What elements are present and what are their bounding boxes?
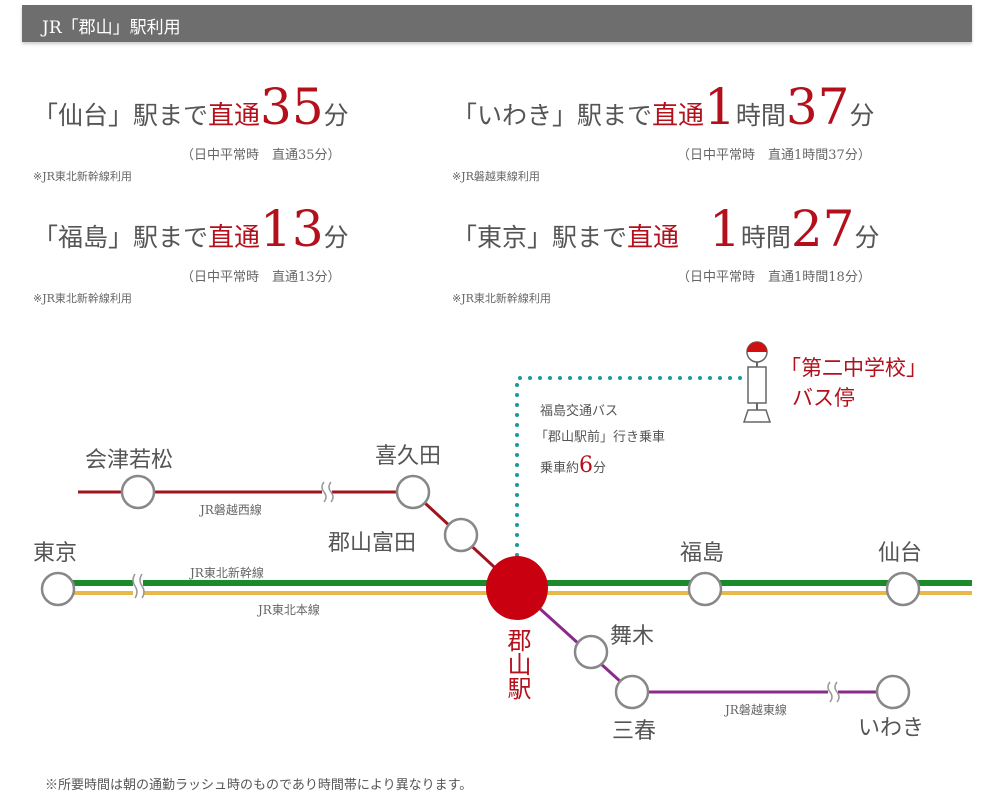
label-banetsu-west: JR磐越西線 bbox=[198, 502, 262, 517]
label-iwaki: いわき bbox=[858, 716, 924, 741]
station-maigi bbox=[573, 634, 609, 670]
route-dest: 「いわき」駅まで bbox=[452, 101, 653, 130]
footer-note: ※所要時間は朝の通勤ラッシュ時のものであり時間帯により異なります。 bbox=[45, 778, 473, 793]
route-minutes: 35 bbox=[260, 78, 324, 136]
route-minutes: 37 bbox=[785, 78, 850, 136]
line-break-icon bbox=[827, 681, 840, 703]
route-direct: 直通 bbox=[652, 101, 705, 131]
bus-route-line bbox=[515, 376, 744, 557]
station-miharu bbox=[614, 674, 650, 710]
label-tohoku-main: JR東北本線 bbox=[256, 602, 320, 617]
station-sendai bbox=[885, 571, 921, 607]
route-hours: 1 bbox=[709, 200, 741, 258]
route-dest: 「仙台」駅まで bbox=[33, 101, 209, 130]
label-koriyama: 郡山駅 bbox=[503, 628, 531, 700]
label-kikuta: 喜久田 bbox=[375, 444, 441, 469]
route-minutes: 27 bbox=[790, 200, 855, 258]
label-aizuwakamatsu: 会津若松 bbox=[85, 448, 173, 473]
route-detail: （日中平常時 直通13分） bbox=[181, 270, 341, 285]
route-hour-unit: 時間 bbox=[735, 101, 786, 130]
route-min-unit: 分 bbox=[323, 101, 349, 130]
route-note: ※JR東北新幹線利用 bbox=[452, 292, 551, 305]
route-detail: （日中平常時 直通1時間37分） bbox=[677, 148, 871, 163]
route-detail: （日中平常時 直通35分） bbox=[181, 148, 341, 163]
header-title: JR「郡山」駅利用 bbox=[42, 18, 181, 38]
route-hours: 1 bbox=[704, 78, 736, 136]
bus-company: 福島交通バス bbox=[540, 403, 618, 419]
bus-destination: 「郡山駅前」行き乗車 bbox=[535, 429, 665, 445]
station-tokyo bbox=[40, 571, 76, 607]
route-note: ※JR東北新幹線利用 bbox=[33, 292, 132, 305]
route-detail: （日中平常時 直通1時間18分） bbox=[677, 270, 871, 285]
bus-time: 乗車約6分 bbox=[540, 453, 606, 478]
route-min-unit: 分 bbox=[323, 223, 349, 252]
route-note: ※JR磐越東線利用 bbox=[452, 170, 540, 183]
station-kikuta bbox=[395, 474, 431, 510]
bus-stop-name: 「第二中学校」 bbox=[780, 356, 927, 380]
label-tohoku-shinkansen: JR東北新幹線 bbox=[188, 565, 264, 580]
station-koriyamatomita bbox=[443, 517, 479, 553]
route-dest: 「福島」駅まで bbox=[33, 223, 209, 252]
label-fukushima: 福島 bbox=[680, 541, 724, 566]
route-direct: 直通 bbox=[208, 223, 261, 253]
bus-stop-suffix: バス停 bbox=[792, 386, 855, 410]
label-banetsu-east: JR磐越東線 bbox=[723, 702, 787, 717]
route-direct: 直通 bbox=[627, 223, 680, 253]
label-maigi: 舞木 bbox=[610, 624, 654, 649]
route-minutes: 13 bbox=[260, 200, 324, 258]
route-hour-unit: 時間 bbox=[740, 223, 791, 252]
route-min-unit: 分 bbox=[854, 223, 880, 252]
header-bar: JR「郡山」駅利用 bbox=[22, 5, 972, 42]
station-fukushima bbox=[687, 571, 723, 607]
label-sendai: 仙台 bbox=[878, 541, 922, 566]
station-koriyama bbox=[486, 556, 548, 620]
station-aizuwakamatsu bbox=[120, 474, 156, 510]
line-break-icon bbox=[132, 573, 145, 599]
route-note: ※JR東北新幹線利用 bbox=[33, 170, 132, 183]
label-koriyamatomita: 郡山富田 bbox=[328, 531, 416, 556]
label-miharu: 三春 bbox=[612, 719, 656, 744]
line-break-icon bbox=[321, 481, 334, 503]
route-direct: 直通 bbox=[208, 101, 261, 131]
bus-stop-icon bbox=[742, 341, 772, 423]
route-dest: 「東京」駅まで bbox=[452, 223, 628, 252]
route-min-unit: 分 bbox=[849, 101, 875, 130]
label-tokyo: 東京 bbox=[33, 541, 77, 566]
station-iwaki bbox=[875, 674, 911, 710]
